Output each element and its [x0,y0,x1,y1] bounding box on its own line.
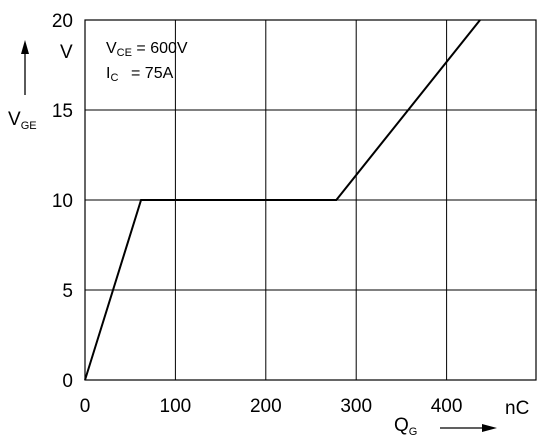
ic-main: I [106,65,110,82]
y-unit-label: V [60,42,73,63]
x-tick-label: 300 [340,396,372,417]
y-tick-label: 10 [52,191,73,212]
x-tick-label: 0 [80,396,91,417]
x-tick-label: 400 [431,396,463,417]
vce-sub: CE [117,47,132,59]
x-arrow-head [482,424,497,432]
y-axis-label: VGE [8,40,37,132]
y-tick-label: 0 [62,371,73,392]
y-tick-label: 20 [52,11,73,32]
x-tick-label: 100 [160,396,192,417]
plot-frame [84,19,537,381]
vce-value: = 600V [132,40,188,57]
ic-annotation: IC = 75A [106,65,174,84]
x-label-main: Q [394,415,409,436]
x-axis-label: QG [394,415,497,438]
y-label-main: V [8,109,21,130]
gate-charge-curve [84,19,481,381]
series-group [84,19,481,381]
y-tick-label: 15 [52,101,73,122]
y-tick-label: 5 [62,281,73,302]
ic-sub: C [110,72,118,84]
x-tick-label: 200 [250,396,282,417]
svg-text:VGE: VGE [8,109,37,132]
y-arrow-head [21,40,29,54]
vce-main: V [106,40,117,57]
ic-value: = 75A [131,65,174,82]
vce-annotation: VCE = 600V [106,40,188,59]
svg-text:QG: QG [394,415,417,438]
y-label-sub: GE [21,120,37,132]
x-unit-label: nC [505,398,529,419]
tick-labels: 0 100 200 300 400 0 5 10 15 20 [52,11,463,417]
x-label-sub: G [409,426,418,438]
